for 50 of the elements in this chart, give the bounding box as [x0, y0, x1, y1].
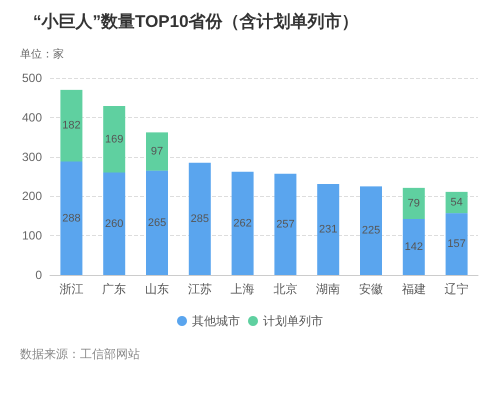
- y-tick-label: 0: [35, 268, 42, 282]
- data-label: 285: [190, 212, 209, 225]
- bar: [146, 132, 168, 171]
- bar: [402, 188, 425, 220]
- x-tick-label: 浙江: [59, 282, 84, 296]
- data-label: 79: [408, 197, 420, 210]
- y-tick-label: 400: [22, 110, 42, 124]
- data-label: 54: [450, 196, 463, 209]
- data-label: 97: [150, 145, 164, 158]
- bar: [360, 186, 382, 275]
- x-tick-label: 广东: [102, 282, 126, 296]
- y-tick-label: 300: [22, 150, 42, 164]
- source-note: 数据来源：工信部网站: [20, 347, 140, 361]
- x-tick-label: 山东: [145, 282, 169, 296]
- bar: [232, 172, 254, 275]
- bar: [103, 172, 126, 275]
- x-tick-label: 辽宁: [444, 282, 469, 296]
- x-tick-label: 安徽: [359, 282, 383, 296]
- data-label: 260: [105, 218, 124, 230]
- legend-label: 计划单列市: [263, 314, 323, 328]
- bar: [188, 162, 211, 275]
- data-label: 288: [62, 212, 81, 224]
- bar: [60, 90, 82, 162]
- x-tick-label: 上海: [230, 282, 255, 296]
- x-tick-label: 北京: [273, 282, 298, 296]
- bar: [317, 184, 340, 275]
- x-tick-label: 福建: [402, 282, 426, 296]
- y-axis-title: 单位：家: [20, 48, 64, 60]
- data-label: 225: [362, 224, 380, 237]
- x-tick-label: 江苏: [188, 282, 212, 296]
- bar: [103, 106, 126, 173]
- chart-title: “小巨人”数量TOP10省份（含计划单列市）: [33, 12, 359, 31]
- x-tick-label: 湖南: [316, 282, 340, 296]
- data-label: 142: [404, 241, 423, 254]
- bar: [60, 162, 82, 275]
- bar: [146, 170, 168, 275]
- data-label: 157: [447, 238, 466, 250]
- y-tick-label: 200: [22, 189, 42, 204]
- data-label: 169: [105, 133, 124, 146]
- data-label: 231: [319, 223, 338, 236]
- y-tick-label: 500: [22, 71, 42, 85]
- bar: [274, 174, 296, 275]
- bar: [402, 219, 425, 275]
- data-label: 182: [62, 120, 81, 132]
- data-label: 265: [148, 216, 166, 229]
- data-label: 257: [276, 218, 295, 230]
- legend-label: 其他城市: [192, 314, 240, 328]
- bar: [446, 213, 468, 275]
- y-tick-label: 100: [22, 228, 42, 243]
- data-label: 262: [233, 217, 252, 230]
